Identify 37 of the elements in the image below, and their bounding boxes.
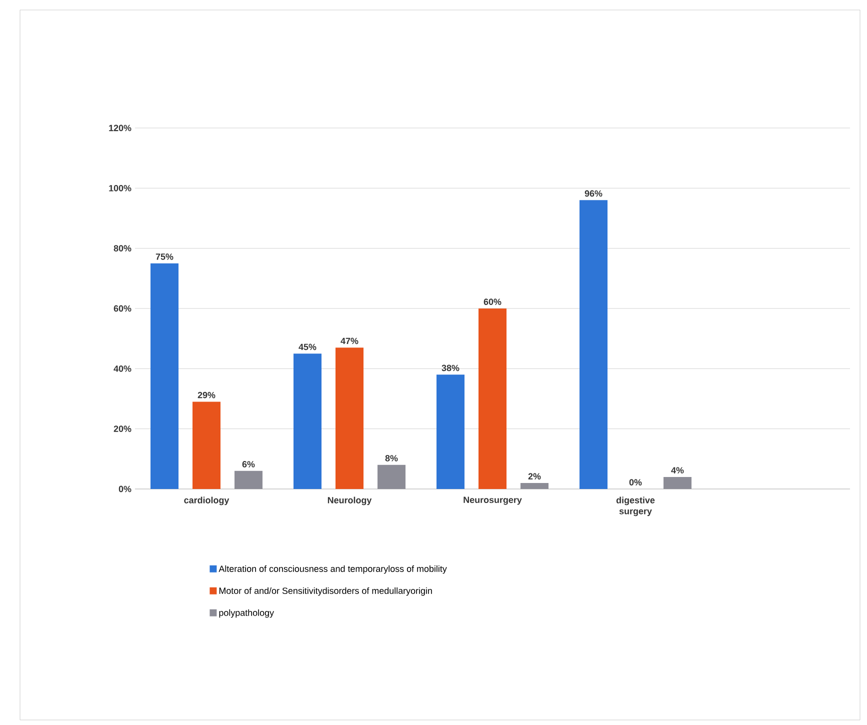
y-tick-label: 20%: [114, 426, 132, 432]
data-label: 45%: [298, 344, 316, 350]
bar: [234, 470, 263, 489]
bar: [378, 464, 406, 489]
data-label: 47%: [340, 338, 358, 344]
x-tick-label: digestive surgery: [616, 496, 655, 516]
data-label: 8%: [385, 455, 398, 462]
y-tick-label: 100%: [109, 184, 132, 192]
y-tick-label: 40%: [114, 365, 132, 372]
data-label: 38%: [442, 364, 460, 372]
bar: [294, 354, 322, 489]
bar: [478, 308, 507, 489]
data-label: 4%: [671, 467, 684, 474]
data-label: 2%: [528, 473, 541, 480]
data-label: 96%: [584, 190, 602, 197]
y-tick-label: 120%: [109, 124, 132, 132]
legend-label: Alteration of consciousness and temporaryloss of mobility: [218, 565, 447, 574]
bar: [520, 482, 549, 489]
bar: [192, 402, 221, 489]
legend-label: polypathology: [219, 609, 274, 618]
bar: [580, 200, 608, 489]
x-tick-label: cardiology: [184, 496, 230, 506]
bar: [436, 374, 465, 489]
y-tick-label: 80%: [114, 245, 132, 252]
data-label: 6%: [242, 461, 255, 468]
y-tick-label: 60%: [114, 305, 132, 312]
data-label: 75%: [156, 254, 174, 260]
y-tick-label: 0%: [118, 486, 132, 492]
data-label: 0%: [629, 479, 642, 486]
x-tick-label: Neurology: [328, 496, 372, 506]
bar: [664, 476, 692, 489]
legend-label: Motor of and/or Sensitivitydisorders of medullaryorigin: [219, 587, 432, 596]
x-tick-label: Neurosurgery: [464, 496, 522, 505]
data-label: 60%: [484, 298, 502, 305]
data-label: 29%: [198, 392, 216, 398]
bar: [150, 263, 179, 489]
bar: [336, 348, 364, 489]
